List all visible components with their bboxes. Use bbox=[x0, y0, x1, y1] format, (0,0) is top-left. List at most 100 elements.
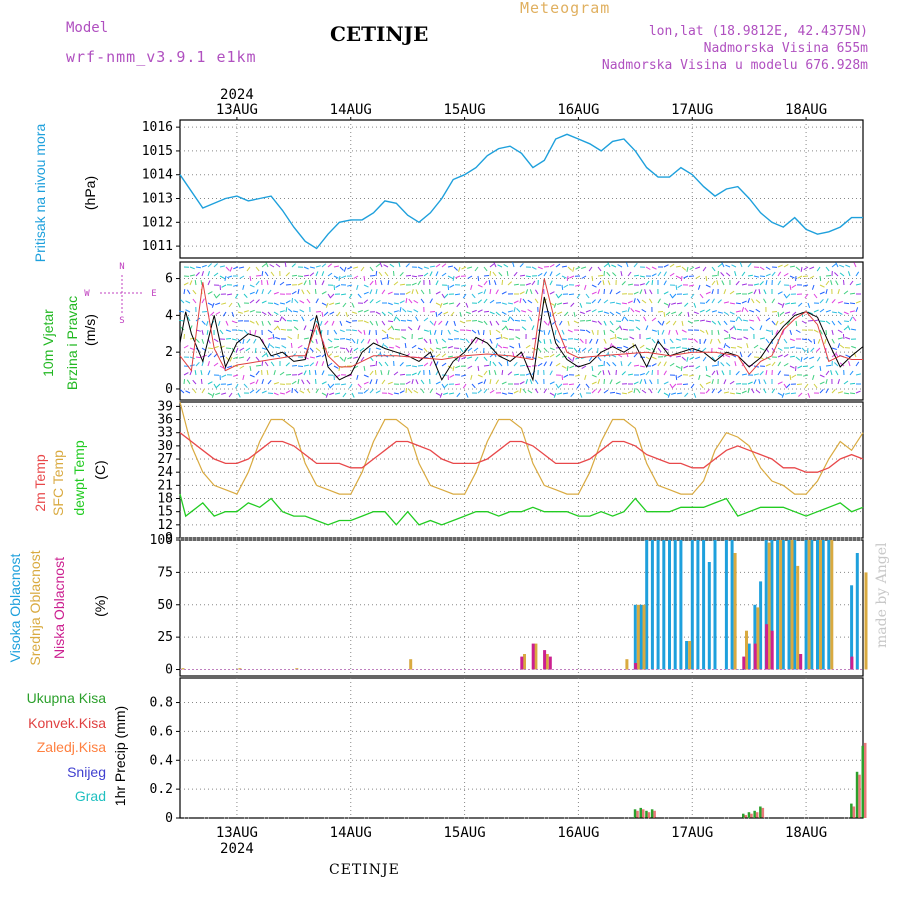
high-cloud-bar bbox=[668, 540, 671, 670]
wind-arrow bbox=[681, 266, 687, 271]
wind-arrow bbox=[759, 325, 763, 331]
wind-arrow bbox=[363, 291, 369, 295]
wind-arrow bbox=[249, 365, 252, 371]
wind-arrow bbox=[441, 346, 447, 349]
wind-arrow bbox=[405, 387, 408, 394]
wind-arrow bbox=[816, 266, 821, 272]
wind-arrow bbox=[567, 356, 572, 361]
wind-arrow bbox=[207, 263, 212, 268]
mid-cloud-bar bbox=[181, 668, 185, 670]
wind-arrow bbox=[261, 271, 264, 277]
high-cloud-bar bbox=[633, 604, 637, 670]
wind-arrow bbox=[839, 362, 845, 367]
wind-arrow bbox=[222, 311, 227, 317]
wind-arrow bbox=[531, 325, 535, 331]
wind-arrow bbox=[201, 338, 205, 344]
wind-arrow bbox=[519, 298, 522, 304]
cloud-ytick-label: 75 bbox=[157, 565, 173, 580]
wind-arrow bbox=[453, 266, 458, 271]
wind-arrow bbox=[194, 370, 197, 376]
top-date-label: 18AUG bbox=[785, 102, 827, 118]
wind-arrow bbox=[201, 361, 204, 367]
wind-arrow bbox=[417, 266, 423, 270]
wind-arrow bbox=[233, 374, 239, 377]
wind-arrow bbox=[809, 365, 815, 370]
wind-arrow bbox=[465, 338, 470, 344]
wind-arrow bbox=[267, 392, 274, 394]
high-cloud-bar bbox=[724, 540, 728, 670]
cloud-ytick-label: 25 bbox=[157, 630, 173, 645]
wind-arrow bbox=[309, 266, 316, 269]
wind-arrow bbox=[735, 370, 740, 376]
wind-arrow bbox=[327, 272, 333, 277]
wind-arrow bbox=[561, 275, 567, 279]
dewpt-temp-line bbox=[179, 493, 864, 526]
convective-precip-bar bbox=[852, 806, 856, 818]
wind-arrow bbox=[561, 338, 568, 341]
wind-arrow bbox=[186, 379, 191, 385]
wind-arrow bbox=[686, 266, 689, 273]
wind-arrow bbox=[753, 379, 757, 385]
wind-arrow bbox=[743, 336, 749, 340]
wind-arrow bbox=[489, 263, 495, 268]
wind-arrow bbox=[651, 317, 657, 322]
wind-arrow bbox=[796, 383, 803, 385]
bottom-date-label: 15AUG bbox=[444, 825, 486, 841]
high-cloud-bar bbox=[793, 540, 797, 670]
wind-arrow bbox=[249, 284, 255, 288]
mid-cloud-bar bbox=[819, 540, 822, 670]
wind-arrow bbox=[649, 379, 653, 385]
wind-arrow bbox=[845, 336, 851, 340]
wind-arrow bbox=[675, 346, 681, 349]
wind-arrow bbox=[705, 374, 711, 378]
high-cloud-bar bbox=[810, 540, 814, 670]
wind-arrow bbox=[439, 302, 443, 308]
wind-arrow bbox=[447, 355, 453, 358]
wind-arrow bbox=[711, 320, 717, 325]
wind-arrow bbox=[243, 329, 248, 334]
wind-arrow bbox=[327, 346, 333, 349]
wind-arrow bbox=[200, 378, 203, 385]
wind-arrow bbox=[759, 347, 765, 351]
wind-arrow bbox=[235, 383, 239, 389]
wind-arrow bbox=[239, 347, 245, 352]
wind-arrow bbox=[797, 302, 803, 307]
precip-ytick-label: 0.4 bbox=[150, 753, 174, 768]
wind-arrow bbox=[837, 343, 841, 349]
wind-arrow bbox=[405, 364, 412, 367]
wind-arrow bbox=[408, 388, 413, 394]
wind-arrow bbox=[423, 329, 429, 332]
wind-arrow bbox=[521, 319, 527, 322]
wind-arrow bbox=[614, 334, 617, 340]
wind-arrow bbox=[276, 325, 281, 331]
high-cloud-bar bbox=[753, 604, 757, 670]
wind-arrow bbox=[849, 316, 853, 322]
wind-arrow bbox=[471, 383, 476, 389]
wind-arrow bbox=[800, 356, 803, 362]
wind-arrow bbox=[225, 320, 229, 326]
wind-arrow bbox=[537, 347, 542, 353]
wind-arrow bbox=[329, 392, 335, 396]
wind-arrow bbox=[581, 347, 587, 352]
wind-arrow bbox=[333, 275, 339, 279]
wind-arrow bbox=[357, 329, 363, 334]
wind-arrow bbox=[273, 382, 279, 385]
wind-arrow bbox=[809, 266, 815, 270]
wind-arrow bbox=[837, 301, 843, 304]
wind-arrow bbox=[513, 361, 518, 367]
wind-arrow bbox=[435, 347, 441, 350]
wind-arrow bbox=[207, 280, 211, 286]
wind-arrow bbox=[648, 298, 653, 304]
wind-arrow bbox=[595, 338, 599, 344]
wind-arrow bbox=[645, 356, 651, 360]
wind-arrow bbox=[339, 320, 343, 326]
wind-arrow bbox=[334, 302, 341, 305]
wind-arrow bbox=[783, 293, 788, 299]
wind-arrow bbox=[816, 356, 821, 362]
wind-arrow bbox=[183, 333, 185, 340]
wind-arrow bbox=[227, 293, 233, 296]
wind-arrow bbox=[393, 316, 397, 322]
wind-arrow bbox=[651, 338, 656, 344]
wind-arrow bbox=[635, 326, 641, 331]
high-cloud-bar bbox=[696, 540, 700, 670]
